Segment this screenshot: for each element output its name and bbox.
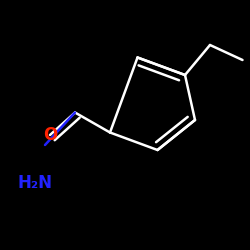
Text: O: O — [43, 126, 57, 144]
Text: H₂N: H₂N — [18, 174, 52, 192]
